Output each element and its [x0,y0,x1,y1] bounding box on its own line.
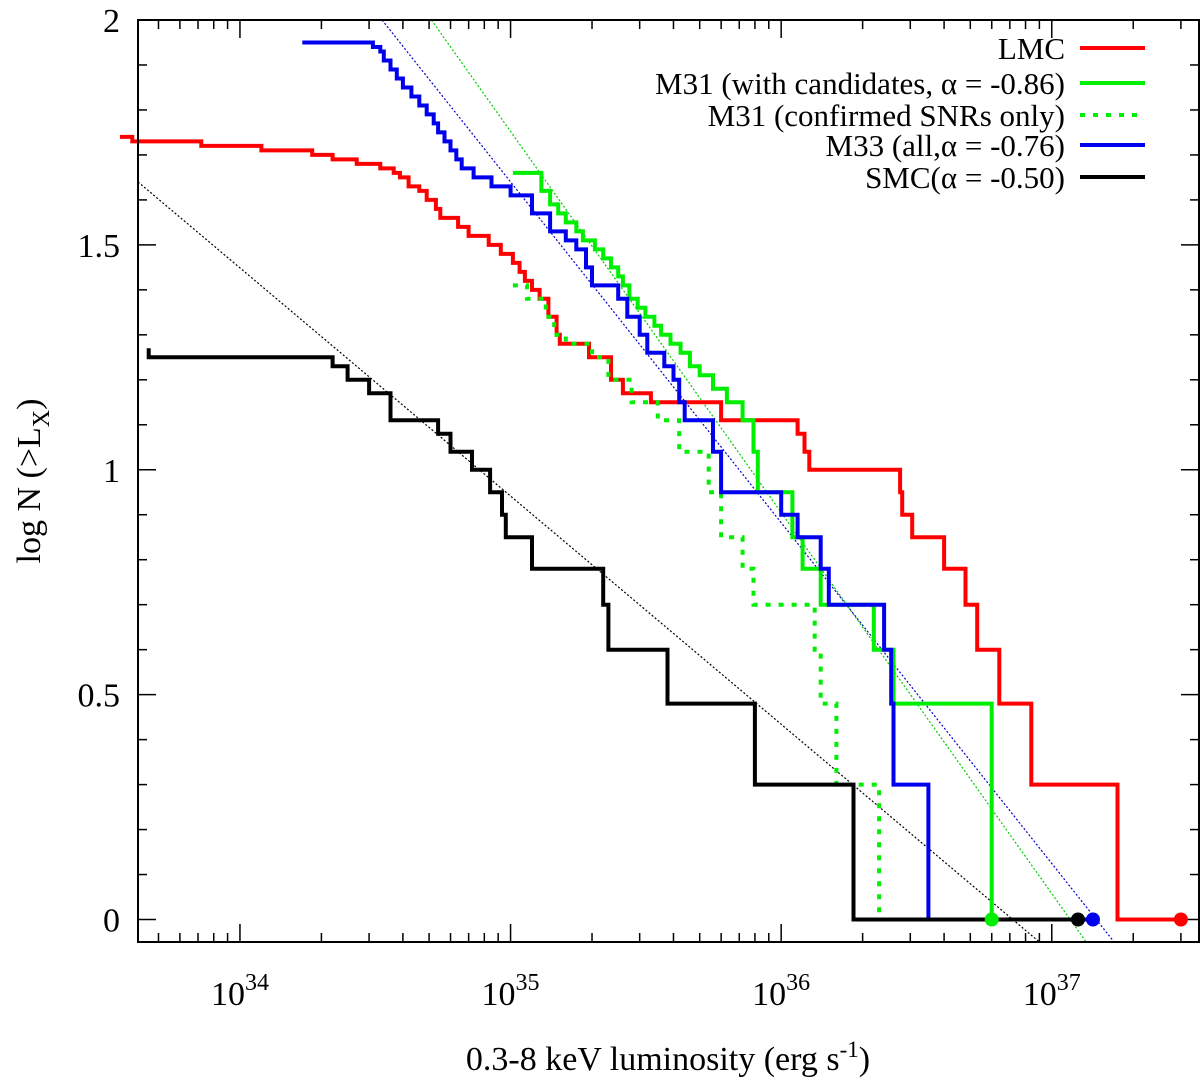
y-tick-label: 2 [103,3,120,40]
fit-line [137,181,1040,943]
legend-label: SMC(α = -0.50) [865,160,1065,195]
x-tick-label: 1037 [1023,970,1081,1013]
end-marker-m33-all-0-76 [1085,912,1100,927]
series-group [119,40,1181,922]
x-axis-title: 0.3-8 keV luminosity (erg s-1) [466,1037,870,1078]
x-tick-label: 1034 [211,970,269,1013]
series-line-smc-0-50 [146,348,1078,922]
y-tick-label: 0 [103,903,120,940]
legend-label: LMC [998,31,1065,66]
series-line-m33-all-0-76 [302,40,1093,922]
plot-frame [137,19,1200,943]
series-line-lmc [119,134,1181,922]
x-tick-labels: 1034 1035 1036 1037 [211,970,1081,1013]
legend-label: M31 (with candidates, α = -0.86) [655,66,1065,101]
end-marker-lmc [1173,912,1188,927]
y-tick-label: 1 [103,453,120,490]
y-tick-label: 0.5 [78,678,121,715]
end-markers [984,912,1188,927]
x-tick-label: 1035 [482,970,540,1013]
y-tick-label: 1.5 [78,228,121,265]
x-tick-label: 1036 [752,970,810,1013]
tick-marks [138,19,1199,942]
legend-label: M31 (confirmed SNRs only) [708,98,1065,133]
end-marker-m31-with-candidates-0-86 [984,912,999,927]
y-tick-labels: 0 0.5 1 1.5 2 [78,3,121,940]
series-line-m31-with-candidates-0-86 [512,170,994,920]
series-line-m31-confirmed-snrs-only [512,283,903,922]
end-marker-smc-0-50 [1070,912,1085,927]
y-axis-title: log N (>LX) [11,399,55,564]
legend-label: M33 (all,α = -0.76) [826,128,1066,163]
